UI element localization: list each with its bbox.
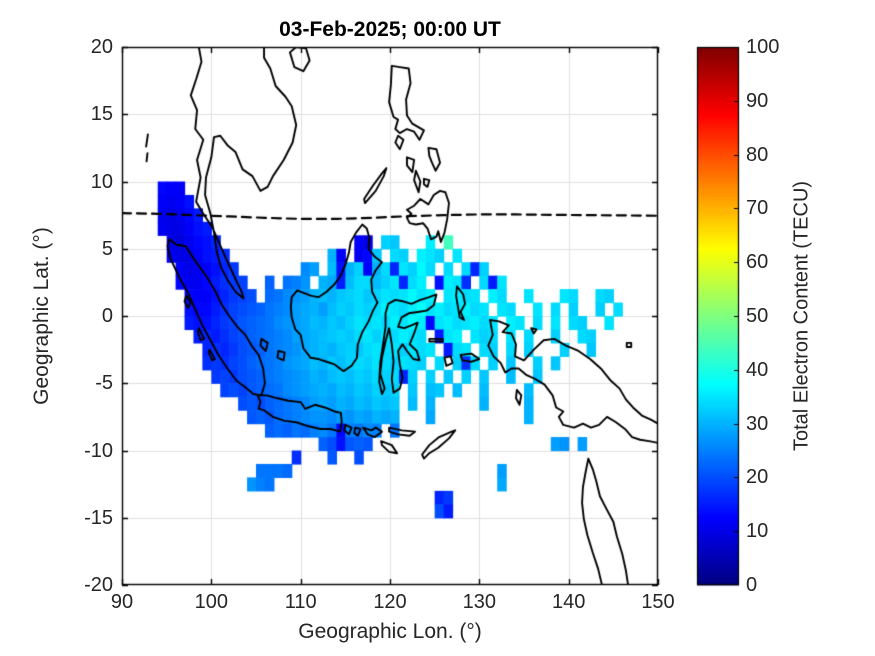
- colorbar-tick-label: 10: [746, 520, 769, 543]
- colorbar-tick-label: 90: [746, 89, 769, 112]
- y-tick-label: 20: [90, 36, 113, 58]
- y-tick-label: 15: [90, 103, 113, 126]
- figure-title: 03-Feb-2025; 00:00 UT: [279, 18, 501, 41]
- colorbar-tick-label: 30: [746, 412, 769, 435]
- x-tick-label: 120: [373, 591, 407, 613]
- x-tick-label: 130: [462, 591, 497, 613]
- x-tick-label: 90: [110, 591, 134, 613]
- y-tick-label: -15: [84, 506, 113, 529]
- colorbar-label: Total Electron Content (TECU): [790, 180, 813, 452]
- y-tick-label: -5: [95, 372, 113, 395]
- colorbar-tick-label: 0: [746, 574, 758, 596]
- y-tick-label: 10: [90, 170, 113, 193]
- colorbar-tick-label: 80: [746, 143, 769, 166]
- colorbar-tick-label: 40: [746, 358, 769, 381]
- x-axis-label: Geographic Lon. (°): [298, 620, 482, 643]
- x-tick-label: 140: [551, 591, 586, 613]
- y-tick-label: -10: [84, 439, 113, 462]
- colorbar-tick-label: 70: [746, 197, 769, 220]
- x-tick-label: 110: [284, 591, 317, 613]
- y-tick-label: 5: [101, 237, 113, 260]
- colorbar-tick-label: 100: [746, 36, 780, 58]
- colorbar-tick-label: 50: [746, 305, 769, 327]
- x-tick-label: 100: [194, 591, 229, 613]
- x-tick-label: 150: [641, 591, 675, 613]
- y-axis-label: Geographic Lat. (°): [30, 227, 53, 405]
- y-tick-label: 0: [101, 305, 113, 327]
- colorbar-tick-label: 60: [746, 251, 769, 274]
- colorbar-tick-label: 20: [746, 466, 769, 489]
- y-tick-label: -20: [84, 574, 113, 596]
